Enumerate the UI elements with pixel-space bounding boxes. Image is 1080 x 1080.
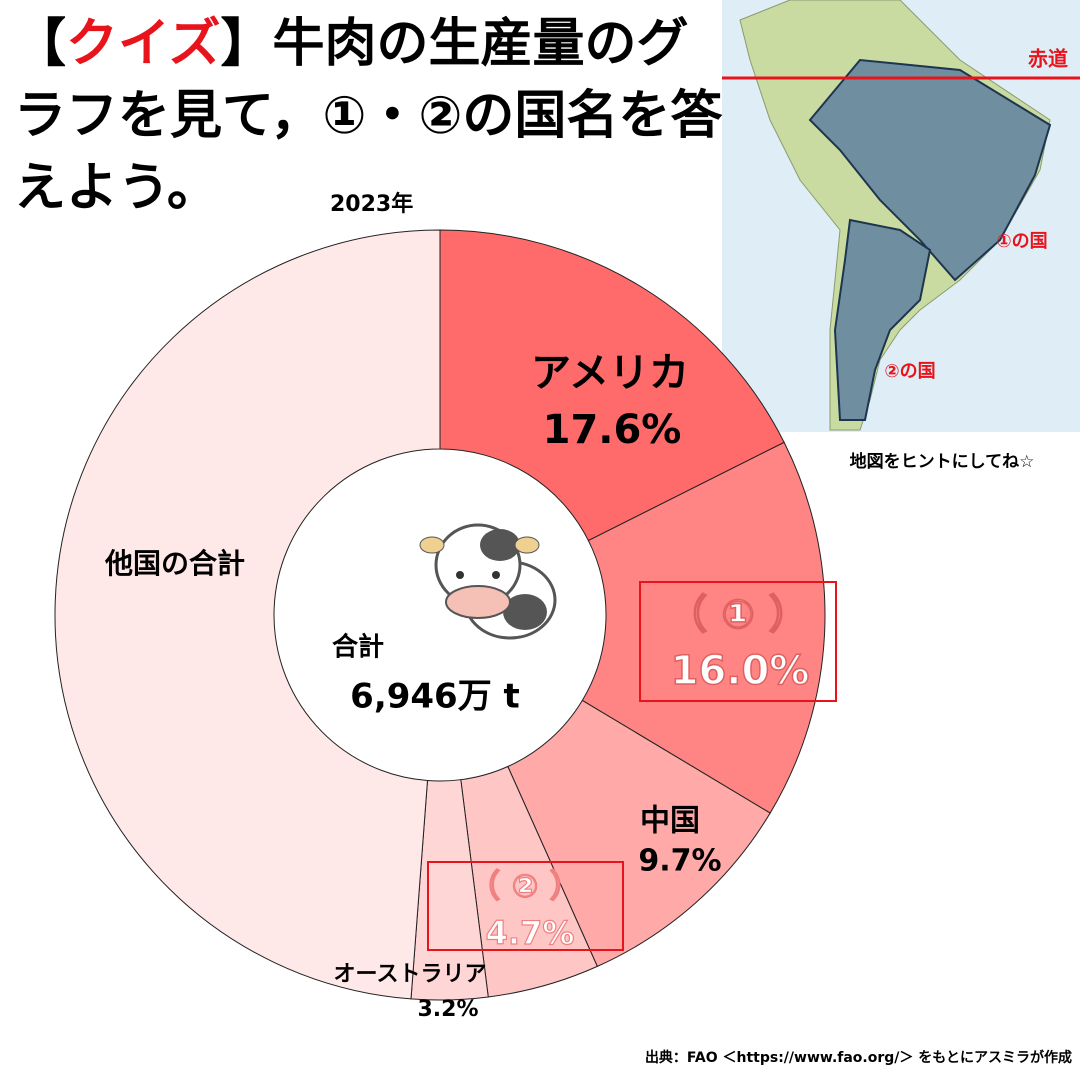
cow-eye (492, 571, 500, 579)
title: 【クイズ】牛肉の生産量のグラフを見て，①・②の国名を答えよう。 (14, 8, 726, 224)
cow-ear (514, 536, 540, 554)
country2-label: ②の国 (884, 361, 935, 382)
donut-slice (581, 441, 826, 814)
subtitle: 2023年 (330, 192, 414, 217)
cow-eye (456, 571, 464, 579)
slice-label: 他国の合計 (104, 547, 245, 580)
hint: 地図をヒントにしてね☆ (850, 451, 1035, 472)
slice-value: 4.7% (486, 914, 575, 952)
title-highlight: クイズ (66, 14, 221, 74)
map: 赤道 ①の国 ②の国 (722, 0, 1080, 432)
center-total: 6,946万 t (350, 677, 520, 717)
donut-slice (54, 229, 441, 1000)
equator-label: 赤道 (1028, 47, 1068, 71)
center-label: 合計 (332, 632, 384, 663)
source: 出典：FAO ＜https://www.fao.org/＞ をもとにアスミラが作… (645, 1049, 1072, 1066)
slice-value: 3.2% (417, 997, 478, 1022)
slice-label: アメリカ (531, 350, 689, 396)
cow-ear (419, 536, 445, 554)
cow-head-spot (480, 529, 520, 561)
slice-label: オーストラリア (334, 962, 487, 987)
title-lead: 【 (14, 14, 67, 74)
donut-slice (439, 229, 785, 542)
slice-label: 中国 (640, 804, 700, 839)
title-rest: 】牛肉の生産量のグラフを見て，①・②の国名を答えよう。 (14, 14, 723, 218)
cow-nose (445, 585, 511, 619)
donut (54, 229, 826, 1001)
cow-spot (503, 594, 547, 630)
country-2-shape (833, 218, 932, 421)
answer-box (427, 861, 624, 951)
donut-slice (507, 699, 771, 968)
slice-value: 9.7% (638, 844, 721, 879)
slice-value: 17.6% (543, 407, 682, 453)
slice-label: （ ② ） (468, 867, 581, 905)
country-1-shape (808, 58, 1052, 282)
answer-box (639, 581, 837, 702)
country1-label: ①の国 (996, 231, 1047, 252)
slice-value: 16.0% (671, 648, 810, 694)
slice-label: （ ① ） (667, 592, 809, 638)
cow (419, 523, 557, 640)
